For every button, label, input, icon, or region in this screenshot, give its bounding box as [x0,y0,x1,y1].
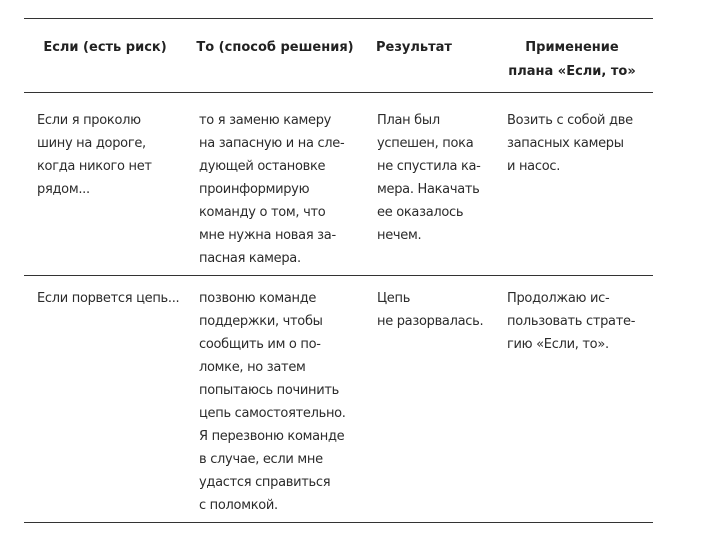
table-cell: позвоню команде поддержки, чтобы сообщить … [199,287,346,517]
cell-line: на запасную и на сле- [199,136,345,151]
cell-line: то я заменю камеру [199,113,332,128]
header-line: Применение [525,40,619,55]
column-header: Результат [314,36,514,60]
cell-line: Возить с собой две [507,113,633,128]
header-line: То (способ решения) [196,40,354,55]
header-line: Если (есть риск) [43,40,167,55]
cell-line: в случае, если мне [199,452,323,467]
cell-line: Если порвется цепь... [37,291,180,306]
cell-line: пасная камера. [199,251,301,266]
cell-line: когда никого нет [37,159,152,174]
table-cell: План был успешен, пока не спустила ка-мера… [377,109,481,247]
cell-line: рядом... [37,182,90,197]
cell-line: ломке, но затем [199,360,306,375]
table-bottom-rule [24,522,653,523]
cell-line: не спустила ка- [377,159,481,174]
header-line: Результат [376,40,452,55]
cell-line: План был [377,113,440,128]
cell-line: цепь самостоятельно. [199,406,346,421]
cell-line: Продолжаю ис- [507,291,610,306]
cell-line: удастся справиться [199,475,331,490]
cell-line: нечем. [377,228,422,243]
header-line: плана «Если, то» [508,64,636,79]
table-top-rule [24,18,653,19]
cell-line: дующей остановке [199,159,326,174]
cell-line: пользовать страте- [507,314,636,329]
cell-line: позвоню команде [199,291,317,306]
cell-line: Я перезвоню команде [199,429,345,444]
cell-line: поддержки, чтобы [199,314,323,329]
cell-line: команду о том, что [199,205,326,220]
table-cell: то я заменю камеру на запасную и на сле-д… [199,109,345,270]
table-cell: Цепь не разорвалась. [377,287,484,333]
cell-line: попытаюсь починить [199,383,340,398]
column-header: Если (есть риск) [5,36,205,60]
row-divider [24,275,653,276]
cell-line: не разорвалась. [377,314,484,329]
cell-line: Цепь [377,291,411,306]
header-rule [24,92,653,93]
cell-line: гию «Если, то». [507,337,609,352]
cell-line: сообщить им о по- [199,337,321,352]
table-cell: Если я проколю шину на дороге, когда никог… [37,109,152,201]
column-header: Применение плана «Если, то» [472,36,672,84]
cell-line: с поломкой. [199,498,278,513]
table-cell: Если порвется цепь... [37,287,180,310]
table-cell: Продолжаю ис-пользовать страте-гию «Если… [507,287,635,356]
cell-line: мера. Накачать [377,182,480,197]
cell-line: и насос. [507,159,561,174]
cell-line: запасных камеры [507,136,624,151]
cell-line: успешен, пока [377,136,474,151]
table-cell: Возить с собой две запасных камеры и насос… [507,109,633,178]
cell-line: проинформирую [199,182,310,197]
cell-line: Если я проколю [37,113,141,128]
column-header: То (способ решения) [175,36,375,60]
cell-line: ее оказалось [377,205,464,220]
cell-line: шину на дороге, [37,136,146,151]
cell-line: мне нужна новая за- [199,228,336,243]
